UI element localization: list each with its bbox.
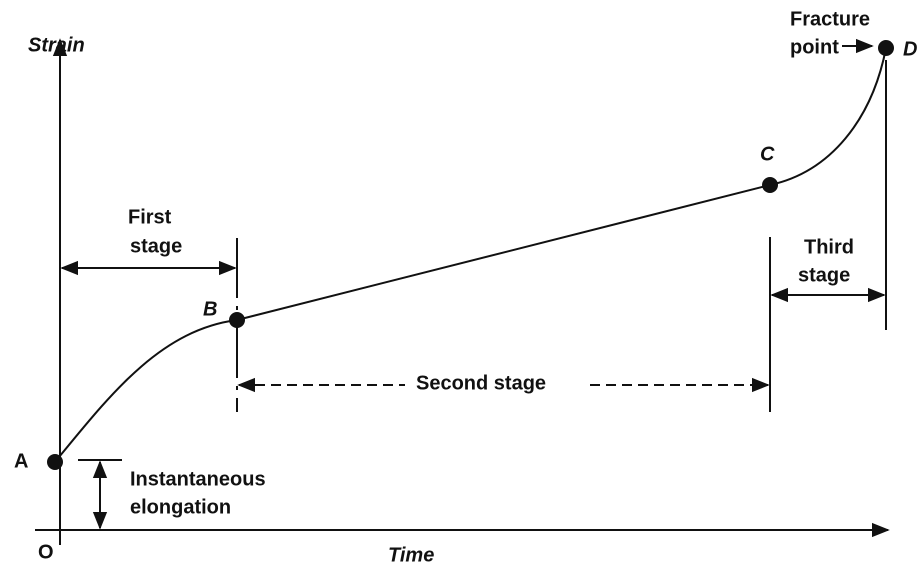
annotation: stage — [130, 235, 182, 257]
annotation: Third — [804, 236, 854, 258]
point-label: B — [203, 298, 217, 320]
annotation: First — [128, 206, 172, 228]
annotation: Instantaneous — [130, 468, 266, 490]
origin-label: O — [38, 541, 54, 563]
y-axis-label: Strain — [28, 34, 85, 56]
point-label: D — [903, 38, 917, 60]
annotation: elongation — [130, 496, 231, 518]
point-label: A — [14, 450, 28, 472]
point-a — [47, 454, 63, 470]
annotation: Fracture — [790, 8, 870, 30]
x-axis-label: Time — [388, 544, 434, 566]
point-label: C — [760, 143, 775, 165]
point-c — [762, 177, 778, 193]
point-d — [878, 40, 894, 56]
annotation: Second stage — [416, 372, 546, 394]
annotation: stage — [798, 264, 850, 286]
annotation: point — [790, 36, 839, 58]
